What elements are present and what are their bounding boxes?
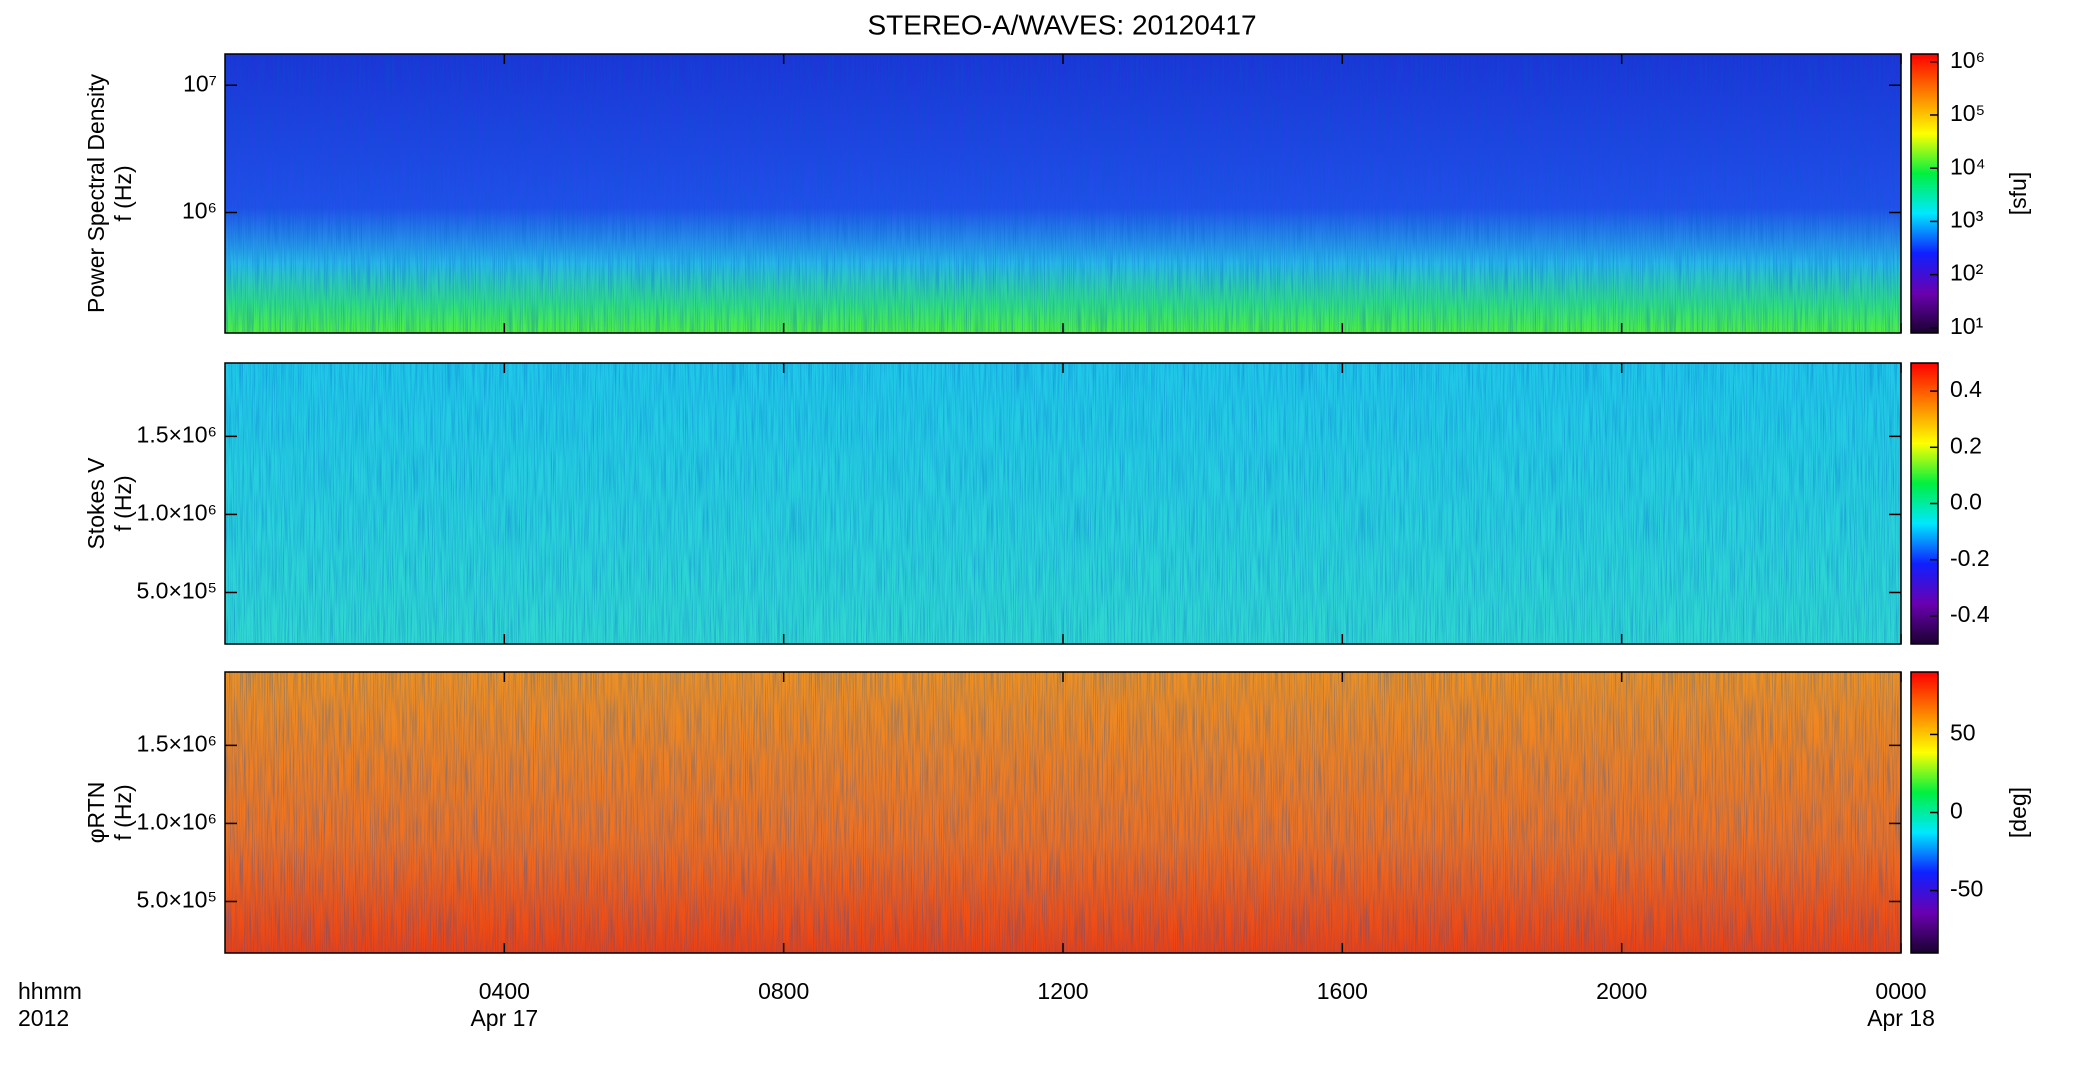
x-date-label: Apr 18 bbox=[1867, 1005, 1935, 1031]
colorbar-label: [sfu] bbox=[2005, 172, 2031, 215]
colorbar-tick-label: 50 bbox=[1950, 720, 1976, 746]
x-tick-label: 2000 bbox=[1596, 978, 1647, 1004]
x-tick-label: 1200 bbox=[1037, 978, 1088, 1004]
x-tick-label: 0800 bbox=[758, 978, 809, 1004]
y-tick-label: 1.5×10⁶ bbox=[137, 421, 217, 447]
x-tick-label: 0400 bbox=[479, 978, 530, 1004]
y-axis-label: f (Hz) bbox=[110, 165, 136, 221]
colorbar-tick-label: 0.0 bbox=[1950, 489, 1982, 515]
y-axis-label: f (Hz) bbox=[110, 475, 136, 531]
y-tick-label: 1.0×10⁶ bbox=[137, 809, 217, 835]
y-tick-label: 1.0×10⁶ bbox=[137, 500, 217, 526]
colorbar-tick-label: -0.4 bbox=[1950, 601, 1990, 627]
y-axis-label: f (Hz) bbox=[110, 784, 136, 840]
colorbar-tick-label: 10⁶ bbox=[1950, 47, 1985, 73]
year-label: 2012 bbox=[18, 1005, 69, 1031]
x-tick-label: 0000 bbox=[1875, 978, 1926, 1004]
x-tick-label: 1600 bbox=[1317, 978, 1368, 1004]
spectrogram-texture bbox=[225, 672, 1901, 953]
y-tick-label: 10⁷ bbox=[183, 70, 217, 96]
chart-title: STEREO-A/WAVES: 20120417 bbox=[867, 9, 1256, 40]
colorbar-tick-label: 10¹ bbox=[1950, 313, 1984, 339]
colorbar-tick-label: -50 bbox=[1950, 876, 1983, 902]
colorbar-tick-label: 0.4 bbox=[1950, 376, 1982, 402]
x-date-label: Apr 17 bbox=[470, 1005, 538, 1031]
y-axis-label: Power Spectral Density bbox=[83, 73, 109, 313]
colorbar-tick-label: 10² bbox=[1950, 260, 1984, 286]
colorbar-label: [deg] bbox=[2005, 787, 2031, 838]
y-tick-label: 5.0×10⁵ bbox=[136, 578, 217, 604]
spectrogram-texture bbox=[225, 54, 1901, 333]
x-axis-label: hhmm bbox=[18, 978, 82, 1004]
y-tick-label: 5.0×10⁵ bbox=[136, 887, 217, 913]
y-tick-label: 1.5×10⁶ bbox=[137, 730, 217, 756]
colorbar-tick-label: 10⁵ bbox=[1950, 100, 1985, 126]
colorbar-tick-label: 0 bbox=[1950, 798, 1963, 824]
y-axis-label: φRTN bbox=[83, 782, 109, 844]
colorbar-tick-label: 10⁴ bbox=[1950, 153, 1985, 179]
colorbar-tick-label: 10³ bbox=[1950, 206, 1984, 232]
colorbar bbox=[1910, 53, 1939, 334]
spectrogram-texture bbox=[225, 363, 1901, 644]
colorbar-tick-label: 0.2 bbox=[1950, 432, 1982, 458]
colorbar-tick-label: -0.2 bbox=[1950, 545, 1990, 571]
y-axis-label: Stokes V bbox=[83, 457, 109, 550]
y-tick-label: 10⁶ bbox=[182, 198, 217, 224]
